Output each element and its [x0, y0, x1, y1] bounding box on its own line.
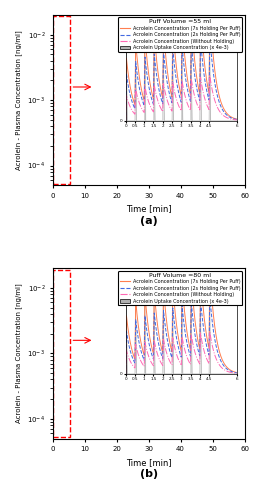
Y-axis label: Acrolein - Plasma Concentration [ng/ml]: Acrolein - Plasma Concentration [ng/ml]: [15, 30, 22, 170]
Legend: Acrolein Concentration (7s Holding Per Puff), Acrolein Concentration (2s Holding: Acrolein Concentration (7s Holding Per P…: [118, 18, 242, 52]
Y-axis label: Acrolein - Plasma Concentration [ng/ml]: Acrolein - Plasma Concentration [ng/ml]: [15, 284, 22, 424]
Text: (a): (a): [140, 216, 158, 226]
Bar: [53, 16, 70, 184]
Legend: Acrolein Concentration (7s Holding Per Puff), Acrolein Concentration (2s Holding: Acrolein Concentration (7s Holding Per P…: [118, 271, 242, 306]
Bar: [53, 270, 70, 437]
Text: (b): (b): [140, 469, 158, 479]
X-axis label: Time [min]: Time [min]: [126, 204, 172, 214]
X-axis label: Time [min]: Time [min]: [126, 458, 172, 466]
